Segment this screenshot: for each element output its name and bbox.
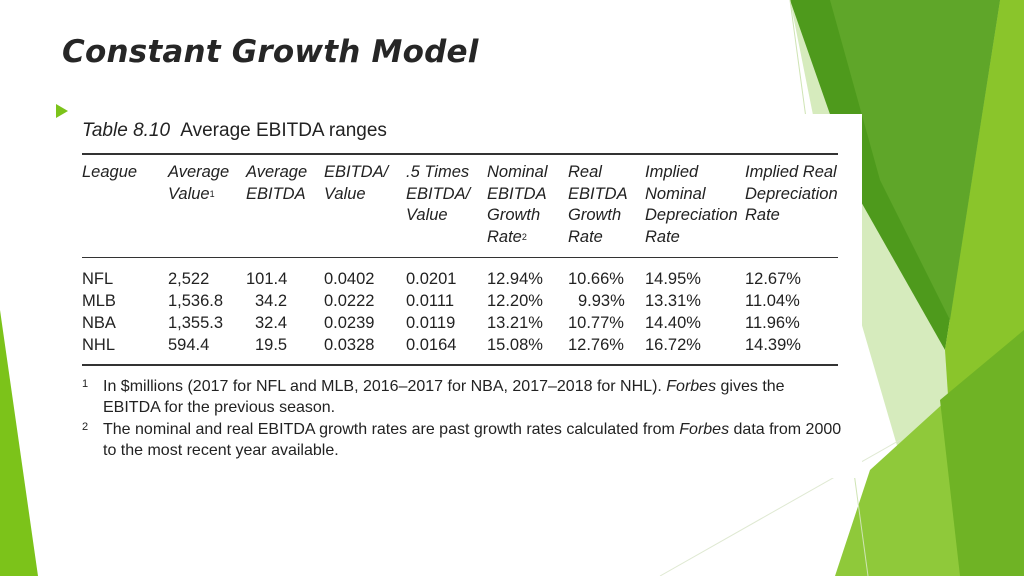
cell-average-value: 1,536.8: [168, 292, 224, 310]
table-bottom-rule: [82, 364, 838, 366]
cell-implied-real-dep: 14.39%: [745, 336, 801, 354]
col-header-average-ebitda: Average EBITDA: [246, 163, 308, 203]
cell-implied-nominal-dep: 13.31%: [645, 292, 701, 310]
cell-real-growth: 10.66%: [568, 270, 624, 288]
cell-ebitda-value: 0.0328: [324, 336, 375, 354]
cell-real-growth: 12.76%: [568, 336, 624, 354]
footnote-2: 2 The nominal and real EBITDA growth rat…: [82, 419, 842, 461]
col-header-real-growth: Real EBITDA Growth Rate: [568, 163, 628, 246]
cell-average-value: 594.4: [168, 336, 210, 354]
cell-average-ebitda: 32.4: [255, 314, 288, 332]
cell-half-ebitda-value: 0.0201: [406, 270, 457, 288]
cell-nominal-growth: 15.08%: [487, 336, 543, 354]
cell-average-value: 1,355.3: [168, 314, 224, 332]
cell-average-ebitda: 34.2: [255, 292, 288, 310]
cell-league: NFL: [82, 270, 114, 288]
cell-implied-nominal-dep: 16.72%: [645, 336, 701, 354]
cell-nominal-growth: 12.20%: [487, 292, 543, 310]
col-header-average-value: Average Value1: [168, 163, 230, 203]
table-top-rule: [82, 153, 838, 155]
right-bottom-dark-facet: [940, 330, 1024, 576]
left-green-sliver: [0, 310, 38, 576]
right-upper-dark-facet: [830, 0, 1000, 320]
col-header-implied-nominal-dep: Implied Nominal Depreciation Rate: [645, 163, 738, 246]
cell-league: NHL: [82, 336, 116, 354]
table-caption: Table 8.10 Average EBITDA ranges: [82, 120, 387, 142]
cell-average-value: 2,522: [168, 270, 210, 288]
cell-implied-real-dep: 12.67%: [745, 270, 801, 288]
col-header-implied-real-dep: Implied Real Depreciation Rate: [745, 163, 838, 224]
cell-implied-real-dep: 11.96%: [745, 314, 800, 332]
cell-half-ebitda-value: 0.0119: [406, 314, 456, 332]
cell-league: NBA: [82, 314, 116, 332]
cell-ebitda-value: 0.0222: [324, 292, 375, 310]
cell-average-ebitda: 19.5: [255, 336, 288, 354]
cell-nominal-growth: 12.94%: [487, 270, 543, 288]
cell-half-ebitda-value: 0.0111: [406, 292, 455, 310]
cell-implied-real-dep: 11.04%: [745, 292, 800, 310]
cell-real-growth: 10.77%: [568, 314, 624, 332]
table-image-panel: Table 8.10 Average EBITDA ranges League …: [70, 114, 862, 478]
cell-real-growth: 9.93%: [578, 292, 625, 310]
footnote-text: The nominal and real EBITDA growth rates…: [103, 421, 842, 459]
cell-implied-nominal-dep: 14.40%: [645, 314, 701, 332]
table-title: Average EBITDA ranges: [180, 120, 387, 141]
footnote-1: 1 In $millions (2017 for NFL and MLB, 20…: [82, 376, 842, 418]
cell-nominal-growth: 13.21%: [487, 314, 543, 332]
footnote-mark: 1: [82, 378, 89, 390]
bullet-arrow-icon: [56, 104, 68, 118]
col-header-nominal-growth: Nominal EBITDA Growth Rate2: [487, 163, 548, 246]
header-bottom-rule: [82, 257, 838, 258]
footnote-mark: 2: [82, 421, 89, 433]
footnote-text: In $millions (2017 for NFL and MLB, 2016…: [103, 378, 785, 416]
cell-ebitda-value: 0.0402: [324, 270, 375, 288]
cell-average-ebitda: 101.4: [246, 270, 288, 288]
cell-implied-nominal-dep: 14.95%: [645, 270, 701, 288]
table-number: Table 8.10: [82, 120, 171, 141]
col-header-ebitda-value: EBITDA/ Value: [324, 163, 389, 203]
slide-title: Constant Growth Model: [62, 34, 479, 70]
col-header-half-ebitda-value: .5 Times EBITDA/ Value: [406, 163, 471, 224]
cell-league: MLB: [82, 292, 116, 310]
cell-half-ebitda-value: 0.0164: [406, 336, 457, 354]
col-header-league: League: [82, 163, 138, 181]
cell-ebitda-value: 0.0239: [324, 314, 375, 332]
